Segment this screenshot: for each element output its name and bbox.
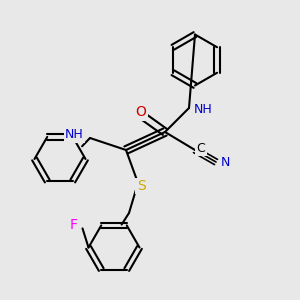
Text: C: C: [196, 142, 206, 155]
Text: NH: NH: [65, 128, 84, 142]
Text: O: O: [136, 106, 146, 119]
Text: S: S: [136, 179, 146, 193]
Text: F: F: [70, 218, 77, 233]
Text: N: N: [220, 155, 230, 169]
Text: NH: NH: [194, 103, 212, 116]
